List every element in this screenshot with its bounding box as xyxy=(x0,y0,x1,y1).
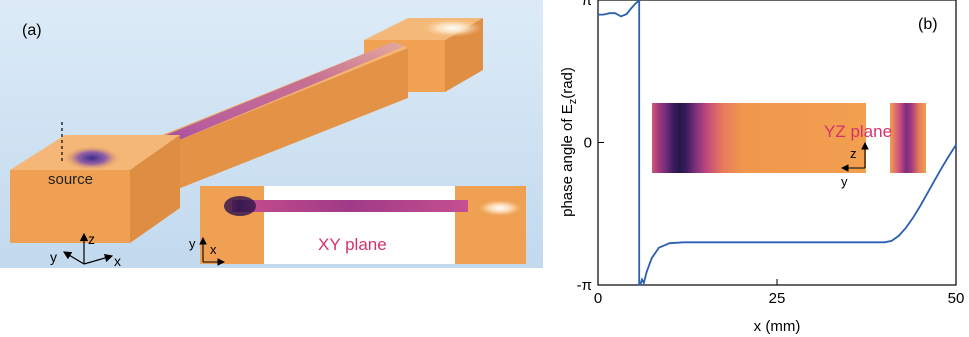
axes-3d: z x y xyxy=(50,231,121,269)
yz-plane-label: YZ plane xyxy=(824,122,892,141)
y-axis-label-unit: (rad) xyxy=(559,67,576,99)
panel-b-label: (b) xyxy=(918,16,938,33)
axis-ticks: 0 25 50-π0π xyxy=(577,0,965,307)
source-glow xyxy=(64,146,120,170)
x-axis-label: x (mm) xyxy=(754,318,801,335)
xy-right-pad xyxy=(455,186,526,264)
y-tick-label: π xyxy=(582,0,592,9)
hot-spot xyxy=(422,19,482,37)
xy-axis-y-label: y xyxy=(189,236,196,251)
y-axis-label-main: phase angle of E xyxy=(559,104,576,217)
yz-strip-left xyxy=(652,103,866,173)
axis3d-y-label: y xyxy=(50,249,57,265)
axis3d-z-label: z xyxy=(88,231,95,247)
panel-a-label: (a) xyxy=(22,22,42,39)
source-label: source xyxy=(48,171,93,188)
y-tick-label: -π xyxy=(577,277,592,294)
yz-axis-z-label: z xyxy=(850,146,857,161)
xy-plane-label: XY plane xyxy=(318,235,387,254)
xy-hot-spot xyxy=(478,200,522,216)
panel-a: source (a) z x y XY plane y x xyxy=(0,0,543,269)
x-tick-label: 50 xyxy=(948,290,965,307)
x-tick-label: 25 xyxy=(769,290,786,307)
xy-axis-x-label: x xyxy=(210,242,217,257)
x-tick-label: 0 xyxy=(594,290,602,307)
xy-channel xyxy=(232,200,468,212)
y-tick-label: 0 xyxy=(584,135,592,152)
yz-plane-inset: YZ plane z y xyxy=(652,103,926,189)
yz-axis-y-label: y xyxy=(841,174,848,189)
near-pad xyxy=(10,135,180,243)
phase-line xyxy=(598,0,957,286)
yz-strip-right xyxy=(890,103,926,173)
xy-source-glow xyxy=(224,196,256,216)
xy-plane-inset: XY plane y x xyxy=(189,186,526,266)
y-axis-label: phase angle of Ez(rad) xyxy=(559,67,579,217)
panel-b-plot: (b) YZ plane z y 0 25 50-π0π x (mm) phase … xyxy=(559,0,964,335)
data-series xyxy=(598,0,957,286)
axis3d-x-label: x xyxy=(114,253,121,269)
y-axis-label-sub: z xyxy=(567,99,579,105)
